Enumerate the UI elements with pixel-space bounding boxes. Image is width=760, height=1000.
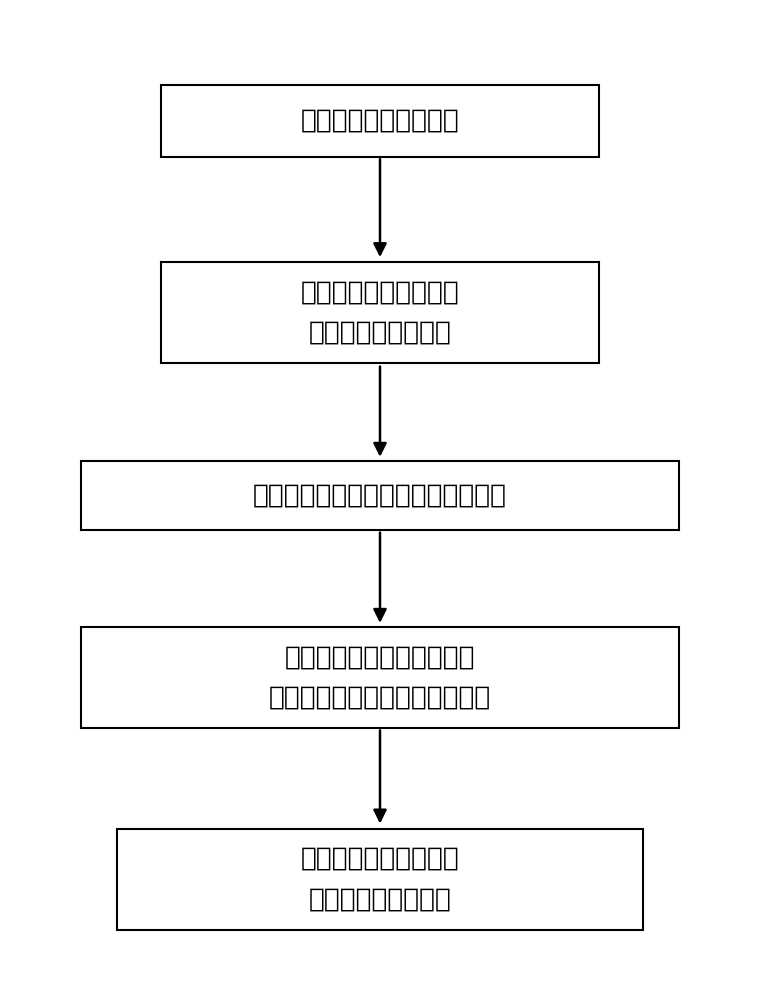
FancyBboxPatch shape	[161, 262, 599, 363]
Text: 点数据进行区域划分: 点数据进行区域划分	[309, 320, 451, 346]
Text: 对所获取的栈存储坐标: 对所获取的栈存储坐标	[301, 280, 459, 306]
FancyBboxPatch shape	[81, 627, 679, 728]
Text: 设定区域点击顺序，实: 设定区域点击顺序，实	[301, 846, 459, 872]
FancyBboxPatch shape	[117, 829, 643, 930]
FancyBboxPatch shape	[161, 85, 599, 157]
Text: 判断点击屏幕的坐标数据是: 判断点击屏幕的坐标数据是	[285, 644, 475, 670]
Text: 否在屏幕中所划分的各个区域内: 否在屏幕中所划分的各个区域内	[269, 685, 491, 711]
FancyBboxPatch shape	[81, 461, 679, 530]
Text: 获取每个区域内点击屏幕的坐标数据: 获取每个区域内点击屏幕的坐标数据	[253, 482, 507, 508]
Text: 获取栈存储坐标点数据: 获取栈存储坐标点数据	[301, 108, 459, 134]
Text: 现屏幕内区域的校准: 现屏幕内区域的校准	[309, 886, 451, 912]
